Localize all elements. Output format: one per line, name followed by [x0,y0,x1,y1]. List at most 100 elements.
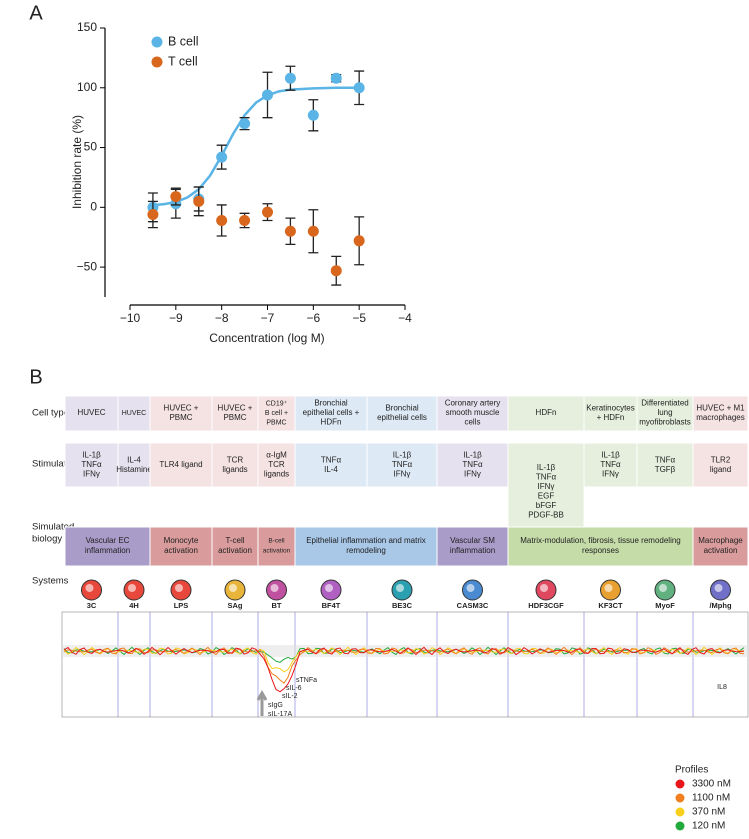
data-point [239,118,251,130]
cell-type-box [692,395,749,432]
cell-text: remodeling [346,546,386,555]
cell-text: IL-4 [324,465,338,474]
cell-text: activation [218,546,252,555]
cell-type-box [436,395,509,432]
system-name: LPS [174,601,189,610]
profile-trace [63,646,745,684]
system-name: BT [272,601,282,610]
biology-box [64,526,151,567]
x-tick-label: −6 [306,311,320,325]
system-icon-inner [714,584,723,592]
cell-text: smooth muscle [446,408,500,417]
row-label: Cell types [32,408,74,419]
data-point [170,191,182,203]
cell-text: HUVEC [122,410,147,417]
cell-text: TNFα [600,460,621,469]
cell-text: ligands [222,465,247,474]
cell-text: HUVEC + [164,403,199,412]
cell-text: TNFα [536,472,557,481]
row-label: Systems [32,576,69,587]
system-icon-inner [396,584,404,592]
cell-type-box [117,395,151,432]
cell-text: EGF [538,491,555,500]
biology-box [257,526,296,567]
biology-box [692,526,749,567]
cell-text: HDFn [536,408,557,417]
cell-text: IFNγ [83,470,100,479]
system-name: HDF3CGF [528,601,564,610]
data-point [216,214,228,226]
cell-text: Matrix-modulation, fibrosis, tissue remo… [520,536,681,545]
cell-text: TCR [227,455,244,464]
system-name: 4H [129,601,139,610]
cell-text: TNFα [392,460,413,469]
system-name: KF3CT [598,601,623,610]
biology-box [211,526,259,567]
system-name: SAg [228,601,243,610]
data-point [307,109,319,121]
data-point [330,265,342,277]
stimulation-box [64,442,119,488]
legend-label: T cell [168,54,198,68]
data-point [216,151,228,163]
x-tick-label: −9 [169,311,183,325]
legend-label: B cell [168,34,199,48]
stimulation-box [294,442,368,488]
cell-text: Vascular SM [450,536,495,545]
data-point [262,206,273,218]
cell-text: Histamine [116,465,152,474]
cell-text: bFGF [536,501,557,510]
data-point [330,72,342,84]
cell-text: IFNγ [394,470,411,479]
cell-text: HDFn [321,418,342,427]
cell-text: IL-1β [463,451,482,460]
legend-label: 120 nM [692,821,725,832]
cell-text: Differentiated [641,399,688,408]
panel-label: A [29,2,43,24]
legend-marker [675,821,685,831]
stimulation-box [366,442,438,488]
cell-text: TLR4 ligand [159,460,202,469]
system-icon-inner [659,584,667,592]
legend-marker [675,793,685,803]
system-icon-inner [466,584,475,592]
cell-text: PBMC [223,413,246,422]
cell-text: cells [464,418,480,427]
cell-text: myofibroblasts [639,418,691,427]
cell-text: epithelial cells + [303,408,360,417]
cell-text: responses [582,546,619,555]
cell-type-box [507,395,585,432]
system-icon-inner [604,584,613,592]
cell-text: CD19⁺ [266,400,288,407]
system-name: BE3C [392,601,413,610]
system-name: MyoF [655,601,675,610]
data-point [307,225,319,237]
annotation: IL8 [717,684,727,691]
annotation-arrow [256,689,268,716]
annotation: sTNFa [296,677,317,684]
cell-text: inflammation [85,546,130,555]
legend-label: 3300 nM [692,779,731,790]
system-name: BF4T [322,601,341,610]
legend-marker [151,56,163,68]
stimulation-box [507,442,585,541]
row-label: Simulated [32,522,74,533]
data-point [193,195,205,207]
data-point [353,82,365,94]
cell-text: TGFβ [655,465,676,474]
cell-text: macrophages [696,413,744,422]
cell-type-box [294,395,368,432]
cell-text: inflammation [450,546,495,555]
cell-text: PDGF-BB [528,510,564,519]
stimulation-box [692,442,749,488]
cell-text: B-cell [268,538,285,545]
panel-label: B [29,366,42,388]
cell-text: Bronchial [314,399,348,408]
cell-text: α-IgM [266,451,287,460]
annotation: sIL-6 [286,685,302,692]
profile-trace [63,646,745,693]
y-tick-label: −50 [77,259,98,273]
cell-text: Coronary artery [445,399,501,408]
cell-text: TNFα [655,455,676,464]
system-name: /Mphg [709,601,731,610]
